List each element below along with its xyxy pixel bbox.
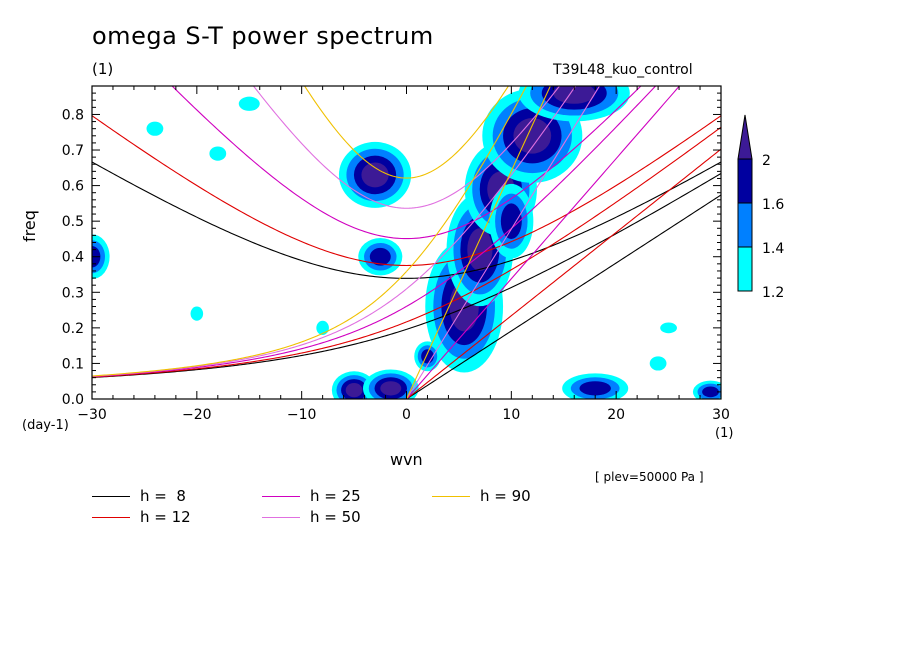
- kelvin-wave-curve: [406, 86, 681, 399]
- legend-line: [262, 496, 300, 497]
- dispersion-curves: [92, 86, 721, 399]
- gravity-wave-curve: [252, 86, 561, 209]
- kelvin-wave-curve: [406, 86, 551, 399]
- colorbar-label: 1.6: [762, 197, 784, 213]
- power-contour: [369, 247, 391, 266]
- legend-label: h = 8: [140, 487, 186, 505]
- power-contour: [513, 118, 552, 154]
- colorbar-swatch: [737, 246, 753, 292]
- kelvin-wave-curve: [406, 194, 721, 399]
- x-tick-label: 20: [607, 407, 625, 423]
- legend-line: [262, 517, 300, 518]
- y-tick-label: 0.4: [62, 250, 84, 266]
- y-tick-label: 0.6: [62, 179, 84, 195]
- mrg-wave-curve: [92, 271, 407, 377]
- power-contour: [579, 381, 611, 396]
- legend-line: [92, 517, 130, 518]
- eig-wave-curve: [406, 86, 528, 272]
- y-tick-label: 0.0: [62, 392, 84, 408]
- x-axis-ticks: −30 −20 −10 0 10 20 30: [77, 86, 730, 423]
- mrg-wave-curve: [92, 321, 407, 378]
- x-tick-label: −20: [182, 407, 212, 423]
- gravity-wave-curve: [171, 86, 642, 240]
- x-axis-label: wvn: [390, 450, 423, 469]
- y-tick-label: 0.8: [62, 107, 84, 123]
- gravity-wave-curve: [92, 161, 721, 279]
- power-contour: [421, 349, 434, 364]
- legend-line: [92, 496, 130, 497]
- power-contour: [209, 146, 227, 161]
- legend-label: h = 50: [310, 508, 361, 526]
- x-tick-label: 0: [402, 407, 411, 423]
- power-contour: [380, 381, 402, 396]
- power-contour: [345, 382, 363, 398]
- y-unit-label: (day-1): [22, 418, 69, 433]
- colorbar-label: 2: [762, 153, 771, 169]
- eig-wave-curve: [406, 86, 577, 290]
- y-tick-label: 0.5: [62, 214, 84, 230]
- subtitle-left: (1): [92, 60, 114, 78]
- x-tick-label: −30: [77, 407, 107, 423]
- power-contour: [361, 162, 389, 188]
- plot-frame: [91, 85, 722, 400]
- colorbar: 1.2 1.4 1.6 2: [737, 114, 784, 301]
- colorbar-arrow: [737, 114, 753, 160]
- power-contour: [238, 96, 260, 111]
- chart-title: omega S-T power spectrum: [92, 22, 434, 50]
- y-axis-label: freq: [20, 210, 39, 242]
- y-tick-label: 0.7: [62, 143, 84, 159]
- subtitle-right: T39L48_kuo_control: [553, 62, 693, 78]
- legend-label: h = 25: [310, 487, 361, 505]
- y-axis-ticks: 0.0 0.1 0.2 0.3 0.4 0.5 0.6 0.7 0.8: [62, 85, 721, 408]
- mrg-wave-curve: [92, 328, 407, 379]
- kelvin-wave-curve: [406, 86, 601, 399]
- legend-label: h = 12: [140, 508, 191, 526]
- x-unit-label: (1): [715, 426, 734, 441]
- colorbar-swatch: [737, 158, 753, 204]
- eig-wave-curve: [406, 172, 721, 330]
- eig-wave-curve: [406, 86, 657, 307]
- y-tick-label: 0.3: [62, 285, 84, 301]
- power-contour: [649, 356, 667, 371]
- power-contour: [553, 86, 596, 104]
- power-contour: [660, 322, 677, 334]
- pressure-level-annotation: [ plev=50000 Pa ]: [595, 470, 704, 484]
- power-contour: [702, 386, 719, 398]
- power-contour: [190, 306, 204, 321]
- kelvin-wave-curve: [406, 148, 721, 399]
- colorbar-label: 1.4: [762, 241, 784, 257]
- eig-wave-curve: [406, 126, 721, 323]
- legend-line: [432, 496, 470, 497]
- x-tick-label: −10: [287, 407, 317, 423]
- gravity-wave-curve: [303, 86, 510, 179]
- colorbar-swatch: [737, 202, 753, 248]
- legend-label: h = 90: [480, 487, 531, 505]
- colorbar-label: 1.2: [762, 285, 784, 301]
- y-tick-label: 0.2: [62, 321, 84, 337]
- power-contour: [467, 228, 493, 271]
- gravity-wave-curve: [92, 115, 721, 267]
- power-contour: [146, 121, 164, 136]
- mrg-wave-curve: [92, 305, 407, 378]
- y-tick-label: 0.1: [62, 356, 84, 372]
- spectral-power-contours: [92, 86, 721, 399]
- x-tick-label: 10: [502, 407, 520, 423]
- power-contour: [500, 203, 522, 239]
- x-tick-label: 30: [712, 407, 730, 423]
